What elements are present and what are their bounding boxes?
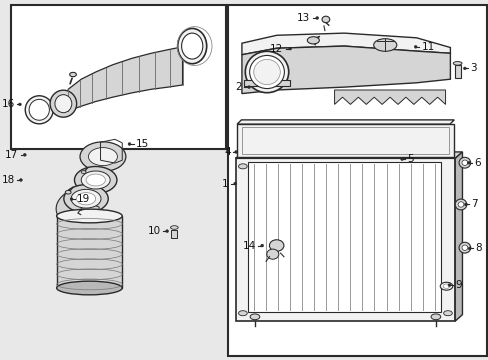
- Ellipse shape: [322, 16, 329, 23]
- Ellipse shape: [181, 33, 203, 59]
- Ellipse shape: [76, 193, 96, 205]
- Text: 15: 15: [136, 139, 149, 149]
- Text: 19: 19: [76, 194, 89, 204]
- Text: 10: 10: [147, 226, 161, 236]
- Ellipse shape: [165, 230, 168, 233]
- Text: 3: 3: [469, 63, 475, 73]
- Ellipse shape: [266, 249, 278, 259]
- Ellipse shape: [23, 153, 26, 156]
- Ellipse shape: [57, 281, 122, 295]
- Ellipse shape: [247, 86, 250, 89]
- Ellipse shape: [65, 190, 71, 194]
- Ellipse shape: [81, 171, 110, 189]
- Ellipse shape: [253, 59, 280, 85]
- Polygon shape: [81, 204, 99, 214]
- FancyBboxPatch shape: [171, 230, 177, 238]
- Ellipse shape: [170, 226, 178, 229]
- FancyBboxPatch shape: [454, 65, 460, 78]
- FancyBboxPatch shape: [228, 5, 486, 356]
- Ellipse shape: [74, 166, 117, 194]
- Ellipse shape: [467, 161, 469, 164]
- Ellipse shape: [238, 311, 247, 316]
- Ellipse shape: [250, 314, 259, 320]
- Ellipse shape: [463, 67, 466, 70]
- Ellipse shape: [288, 47, 291, 50]
- Ellipse shape: [19, 103, 21, 106]
- Ellipse shape: [447, 284, 450, 287]
- Ellipse shape: [269, 240, 284, 251]
- Ellipse shape: [373, 39, 396, 51]
- Polygon shape: [454, 152, 462, 321]
- Ellipse shape: [461, 245, 467, 251]
- FancyBboxPatch shape: [11, 5, 225, 149]
- Text: 1: 1: [222, 179, 228, 189]
- Ellipse shape: [464, 203, 467, 206]
- FancyBboxPatch shape: [57, 216, 122, 288]
- Ellipse shape: [50, 90, 77, 117]
- Ellipse shape: [413, 45, 416, 48]
- Ellipse shape: [20, 179, 22, 181]
- Ellipse shape: [25, 96, 53, 124]
- Text: 12: 12: [270, 44, 283, 54]
- Text: 8: 8: [474, 243, 481, 253]
- Polygon shape: [237, 120, 453, 124]
- Text: 7: 7: [469, 199, 476, 210]
- Ellipse shape: [443, 311, 451, 316]
- Ellipse shape: [461, 160, 467, 166]
- Polygon shape: [68, 47, 182, 111]
- Polygon shape: [242, 33, 449, 55]
- Polygon shape: [56, 183, 97, 217]
- Ellipse shape: [260, 244, 263, 247]
- Text: 16: 16: [2, 99, 15, 109]
- Ellipse shape: [245, 51, 288, 93]
- Ellipse shape: [468, 247, 470, 250]
- Text: 2: 2: [235, 82, 242, 92]
- FancyBboxPatch shape: [247, 162, 440, 312]
- Ellipse shape: [238, 164, 247, 169]
- Text: 4: 4: [224, 147, 231, 157]
- Polygon shape: [235, 152, 462, 158]
- Ellipse shape: [454, 199, 466, 210]
- Polygon shape: [242, 46, 449, 94]
- Ellipse shape: [439, 282, 452, 290]
- Text: 18: 18: [2, 175, 15, 185]
- Text: 11: 11: [421, 42, 434, 52]
- Ellipse shape: [70, 198, 73, 201]
- Ellipse shape: [306, 37, 319, 44]
- Ellipse shape: [128, 143, 131, 145]
- Ellipse shape: [457, 202, 463, 207]
- Ellipse shape: [177, 28, 206, 64]
- FancyBboxPatch shape: [235, 158, 454, 321]
- Ellipse shape: [430, 314, 440, 320]
- Ellipse shape: [29, 99, 49, 120]
- Ellipse shape: [71, 189, 101, 208]
- Text: 17: 17: [5, 150, 19, 160]
- Text: 5: 5: [406, 154, 413, 164]
- Ellipse shape: [55, 95, 72, 113]
- Ellipse shape: [64, 185, 108, 213]
- Ellipse shape: [88, 148, 117, 166]
- Ellipse shape: [458, 242, 469, 253]
- Ellipse shape: [233, 182, 236, 185]
- Text: 6: 6: [473, 158, 480, 168]
- Ellipse shape: [86, 174, 105, 186]
- Ellipse shape: [400, 158, 403, 161]
- Text: 13: 13: [297, 13, 310, 23]
- Ellipse shape: [315, 17, 318, 19]
- Ellipse shape: [452, 62, 461, 65]
- Text: 14: 14: [242, 240, 255, 251]
- Ellipse shape: [81, 171, 86, 174]
- Ellipse shape: [458, 157, 469, 168]
- Ellipse shape: [249, 55, 284, 89]
- Text: 9: 9: [454, 280, 461, 290]
- Ellipse shape: [57, 209, 122, 223]
- Ellipse shape: [234, 150, 237, 153]
- FancyBboxPatch shape: [244, 80, 289, 86]
- Ellipse shape: [80, 142, 125, 171]
- FancyBboxPatch shape: [237, 124, 453, 157]
- Ellipse shape: [442, 284, 449, 288]
- Ellipse shape: [69, 72, 76, 77]
- Polygon shape: [334, 90, 445, 104]
